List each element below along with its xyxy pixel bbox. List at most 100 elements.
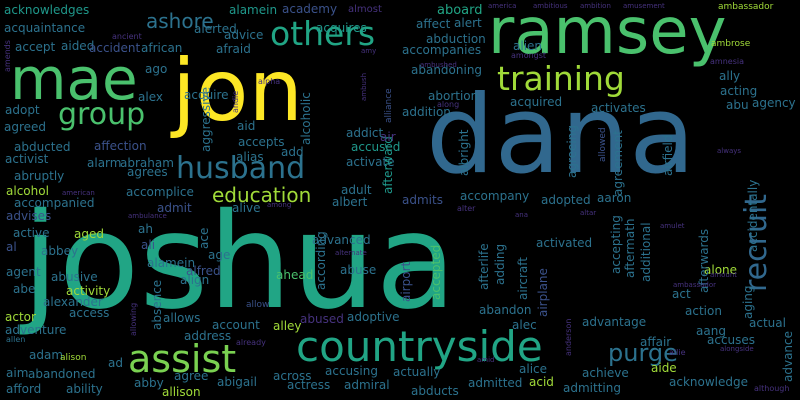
word-countryside: countryside (296, 322, 543, 371)
word-abruptly: abruptly (14, 169, 65, 183)
word-abby: abby (134, 376, 164, 390)
word-aang: aang (696, 324, 726, 338)
word-allowed: allowed (598, 127, 608, 162)
word-admit: admit (157, 201, 192, 215)
word-although: although (754, 384, 790, 393)
word-mae: mae (10, 45, 138, 113)
word-activity: activity (66, 284, 111, 298)
word-accept: accept (15, 40, 56, 54)
word-anderson: anderson (564, 318, 573, 356)
word-afraid: afraid (216, 42, 251, 56)
word-acquaintance: acquaintance (4, 21, 86, 35)
word-alternate: alternate (335, 249, 367, 257)
word-albert: albert (332, 195, 368, 209)
word-afterward: afterward (381, 136, 395, 194)
word-abuse: abuse (340, 263, 377, 277)
word-alison: alison (60, 353, 87, 363)
word-adventure: adventure (5, 323, 67, 337)
word-abused: abused (300, 312, 344, 326)
word-alex: alex (138, 90, 163, 104)
word-adult: adult (341, 183, 372, 197)
word-add: add (281, 145, 304, 159)
word-accepted: accepted (429, 244, 443, 300)
word-alive: alive (232, 201, 261, 215)
word-agency: agency (752, 96, 796, 110)
word-amount: amount (710, 271, 738, 279)
word-amusement: amusement (623, 2, 665, 10)
word-albright: albright (457, 129, 471, 177)
word-academy: academy (282, 2, 338, 16)
word-andie: andie (231, 90, 240, 113)
word-american: american (62, 189, 95, 197)
word-al: al (6, 240, 17, 254)
word-alongside: alongside (720, 345, 754, 353)
word-additional: additional (639, 222, 653, 282)
word-ahead: ahead (276, 268, 314, 282)
word-alarm: alarm (87, 156, 122, 170)
word-alcohol: alcohol (6, 184, 49, 198)
word-abandoned: abandoned (28, 367, 96, 381)
word-ambition: ambition (580, 2, 611, 10)
word-alice: alice (519, 362, 548, 376)
word-abbey: abbey (41, 244, 79, 258)
word-airplane: airplane (536, 268, 550, 317)
word-actually: actually (393, 365, 441, 379)
word-alfred: alfred (186, 264, 221, 278)
word-purge: purge (608, 339, 678, 367)
word-ambitious: ambitious (533, 2, 568, 10)
word-african: african (141, 41, 183, 55)
word-ambulance: ambulance (128, 212, 167, 220)
word-amy: amy (361, 47, 377, 55)
word-ambassador2: ambassador (673, 281, 717, 289)
word-advance: advance (781, 330, 795, 382)
word-alerted: alerted (194, 22, 237, 36)
word-along: along (437, 100, 460, 109)
word-abducts: abducts (411, 384, 459, 398)
word-alcoholic: alcoholic (299, 92, 313, 145)
word-ah: ah (138, 222, 153, 236)
word-among: among (267, 201, 292, 209)
word-aim: aim (6, 366, 29, 380)
word-account: account (212, 318, 260, 332)
word-acknowledge: acknowledge (669, 375, 748, 389)
word-adding: adding (493, 243, 507, 285)
word-ally: ally (719, 69, 741, 83)
word-allow: allow (246, 300, 270, 310)
word-adopt: adopt (5, 103, 40, 117)
word-abandoning: abandoning (411, 63, 483, 77)
word-aftermath: aftermath (623, 218, 637, 278)
word-almost: almost (348, 4, 382, 15)
word-alpha: alpha (258, 77, 281, 86)
word-ramsey: ramsey (488, 0, 727, 69)
word-aboard: aboard (437, 3, 483, 18)
word-amnesia: amnesia (710, 57, 744, 66)
word-addition: addition (402, 105, 451, 119)
word-agreed: agreed (4, 120, 47, 134)
word-alamein2: alamein (147, 256, 196, 270)
word-absence: absence (150, 279, 164, 330)
word-actor: actor (5, 310, 36, 324)
word-advanced: advanced (312, 233, 371, 247)
word-afford: afford (6, 382, 42, 396)
word-assist: assist (128, 337, 237, 381)
word-access: access (69, 306, 110, 320)
word-accident: accident (89, 41, 141, 55)
word-advises: advises (6, 209, 52, 223)
word-adopted: adopted (541, 193, 591, 207)
word-ana: ana (515, 211, 529, 219)
word-others: others (270, 14, 376, 53)
word-ancient: ancient (112, 32, 142, 41)
word-accompanied: accompanied (14, 196, 95, 210)
word-ambushed: ambushed (420, 61, 457, 69)
word-accepts: accepts (238, 135, 285, 149)
word-abduction: abduction (426, 32, 486, 46)
word-agreement: agreement (611, 130, 625, 196)
word-jon: jon (172, 41, 304, 141)
word-address: address (184, 329, 232, 343)
word-allen: allen (6, 335, 26, 344)
word-air: air (380, 130, 396, 144)
word-abe: abe (13, 282, 36, 296)
word-abusive: abusive (51, 270, 98, 284)
word-ability: ability (66, 382, 103, 396)
